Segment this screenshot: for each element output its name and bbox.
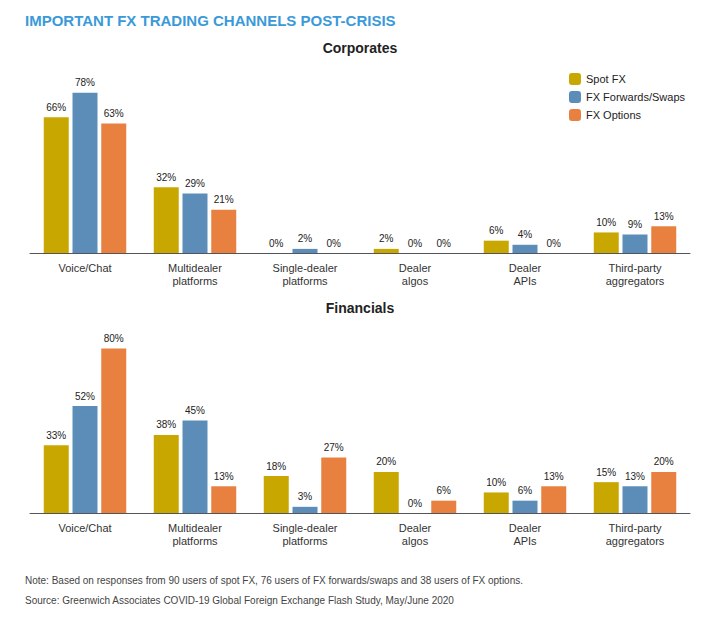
svg-text:FX Forwards/Swaps: FX Forwards/Swaps (586, 91, 686, 103)
svg-text:Note: Based on responses from: Note: Based on responses from 90 users o… (25, 575, 523, 586)
svg-text:Single-dealer: Single-dealer (273, 522, 338, 534)
svg-text:Spot FX: Spot FX (586, 73, 626, 85)
svg-text:aggregators: aggregators (606, 535, 665, 547)
svg-text:IMPORTANT FX TRADING CHANNELS: IMPORTANT FX TRADING CHANNELS POST-CRISI… (25, 12, 396, 29)
svg-text:15%: 15% (596, 467, 616, 478)
svg-text:33%: 33% (46, 430, 66, 441)
svg-text:80%: 80% (104, 333, 124, 344)
svg-text:66%: 66% (46, 102, 66, 113)
svg-text:10%: 10% (596, 217, 616, 228)
svg-text:78%: 78% (75, 77, 95, 88)
svg-text:APIs: APIs (513, 535, 537, 547)
svg-text:Dealer: Dealer (509, 262, 542, 274)
svg-text:Financials: Financials (326, 300, 395, 316)
svg-text:Third-party: Third-party (608, 262, 662, 274)
svg-text:13%: 13% (625, 471, 645, 482)
svg-text:Source: Greenwich Associates C: Source: Greenwich Associates COVID-19 Gl… (25, 595, 454, 606)
svg-text:Third-party: Third-party (608, 522, 662, 534)
svg-text:2%: 2% (379, 233, 394, 244)
svg-text:algos: algos (402, 535, 429, 547)
svg-text:2%: 2% (298, 233, 313, 244)
svg-text:0%: 0% (437, 238, 452, 249)
svg-text:FX Options: FX Options (586, 109, 642, 121)
svg-text:algos: algos (402, 275, 429, 287)
svg-text:Multidealer: Multidealer (168, 262, 222, 274)
svg-text:platforms: platforms (282, 535, 328, 547)
svg-text:aggregators: aggregators (606, 275, 665, 287)
svg-text:Voice/Chat: Voice/Chat (58, 262, 111, 274)
svg-text:0%: 0% (408, 498, 423, 509)
svg-text:Dealer: Dealer (399, 262, 432, 274)
svg-text:6%: 6% (518, 485, 533, 496)
svg-text:6%: 6% (437, 485, 452, 496)
svg-text:Multidealer: Multidealer (168, 522, 222, 534)
svg-text:Dealer: Dealer (399, 522, 432, 534)
svg-text:13%: 13% (544, 471, 564, 482)
svg-text:29%: 29% (185, 178, 205, 189)
svg-text:platforms: platforms (282, 275, 328, 287)
svg-text:0%: 0% (327, 238, 342, 249)
svg-text:20%: 20% (654, 456, 674, 467)
svg-text:45%: 45% (185, 405, 205, 416)
svg-text:Single-dealer: Single-dealer (273, 262, 338, 274)
svg-text:APIs: APIs (513, 275, 537, 287)
svg-text:21%: 21% (214, 194, 234, 205)
svg-text:6%: 6% (489, 225, 504, 236)
svg-text:13%: 13% (214, 471, 234, 482)
svg-text:4%: 4% (518, 229, 533, 240)
svg-text:20%: 20% (376, 456, 396, 467)
svg-text:platforms: platforms (172, 535, 218, 547)
svg-text:9%: 9% (628, 219, 643, 230)
svg-text:3%: 3% (298, 491, 313, 502)
svg-text:63%: 63% (104, 108, 124, 119)
svg-text:38%: 38% (156, 419, 176, 430)
svg-text:0%: 0% (269, 238, 284, 249)
svg-text:32%: 32% (156, 172, 176, 183)
svg-text:0%: 0% (547, 238, 562, 249)
svg-text:27%: 27% (324, 442, 344, 453)
svg-text:0%: 0% (408, 238, 423, 249)
svg-text:platforms: platforms (172, 275, 218, 287)
svg-text:Corporates: Corporates (323, 40, 398, 56)
svg-text:13%: 13% (654, 211, 674, 222)
svg-text:Voice/Chat: Voice/Chat (58, 522, 111, 534)
svg-text:Dealer: Dealer (509, 522, 542, 534)
svg-text:52%: 52% (75, 391, 95, 402)
svg-text:10%: 10% (486, 477, 506, 488)
svg-text:18%: 18% (266, 461, 286, 472)
